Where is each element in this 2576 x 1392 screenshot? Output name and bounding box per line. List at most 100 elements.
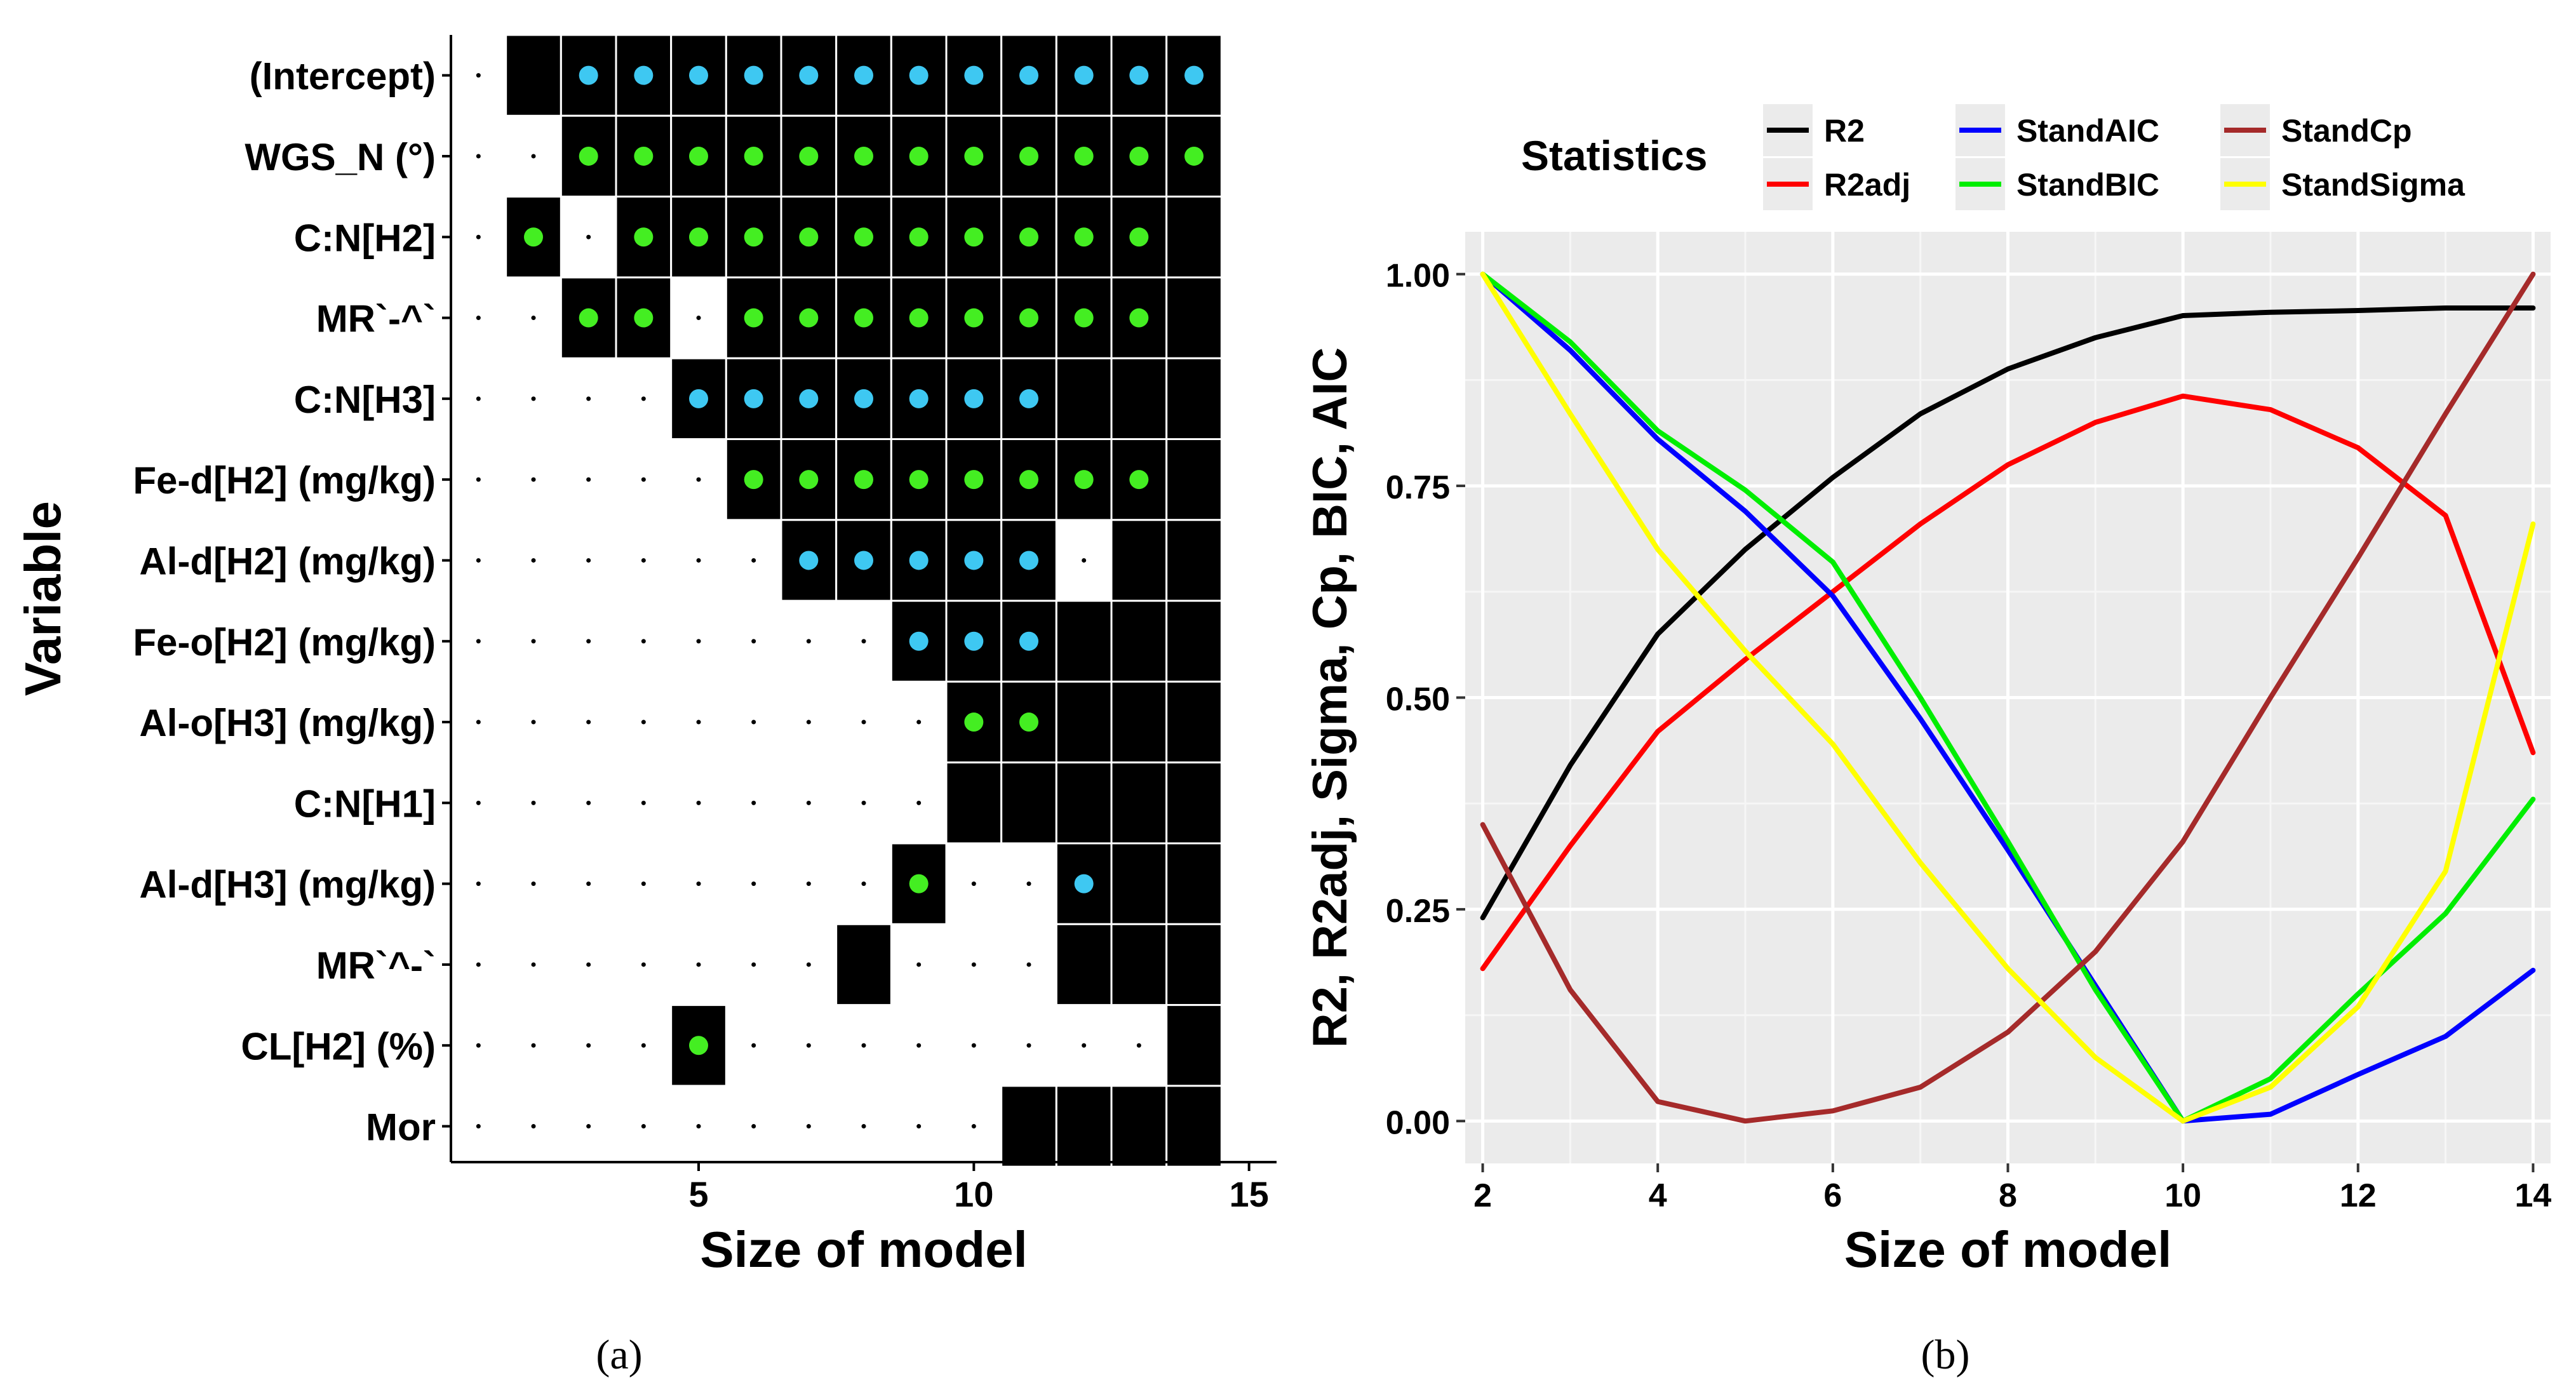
included-cell xyxy=(1110,842,1168,925)
y-tick-label: Fe-o[H2] (mg/kg) xyxy=(133,621,436,664)
marker xyxy=(854,389,873,408)
included-cell xyxy=(1165,276,1223,359)
included-cell xyxy=(1000,1085,1057,1168)
y-axis-title: R2, R2adj, Sigma, Cp, BIC, AIC xyxy=(1303,347,1357,1048)
marker xyxy=(854,65,873,85)
marker xyxy=(799,551,819,570)
marker xyxy=(854,227,873,247)
empty-dot xyxy=(586,477,591,482)
marker xyxy=(909,146,929,166)
legend-label: R2 xyxy=(1824,113,1865,149)
empty-dot xyxy=(861,719,866,725)
empty-dot xyxy=(1026,962,1031,967)
included-cell xyxy=(1055,357,1113,441)
marker xyxy=(634,227,654,247)
x-tick-label: 2 xyxy=(1473,1177,1492,1214)
empty-dot xyxy=(806,1043,811,1048)
marker xyxy=(1019,146,1038,166)
empty-dot xyxy=(641,639,646,644)
marker xyxy=(1129,227,1149,247)
empty-dot xyxy=(641,719,646,725)
marker xyxy=(1129,146,1149,166)
empty-dot xyxy=(586,639,591,644)
empty-dot xyxy=(806,1124,811,1129)
empty-dot xyxy=(751,962,756,967)
marker xyxy=(964,470,984,490)
empty-dot xyxy=(531,1043,536,1048)
y-tick-label: WGS_N (°) xyxy=(245,136,436,178)
marker xyxy=(854,146,873,166)
y-axis-title: Variable xyxy=(15,501,71,696)
included-cell xyxy=(1165,519,1223,602)
empty-dot xyxy=(476,73,481,78)
marker xyxy=(964,227,984,247)
marker xyxy=(689,227,708,247)
empty-dot xyxy=(751,719,756,725)
empty-dot xyxy=(476,316,481,321)
marker xyxy=(1019,713,1038,732)
empty-dot xyxy=(531,719,536,725)
empty-dot xyxy=(1082,1043,1087,1048)
empty-dot xyxy=(751,881,756,887)
empty-dot xyxy=(751,1124,756,1129)
empty-dot xyxy=(641,396,646,401)
panel-b: 0.00 0.25 0.50 0.75 1.00 2 4 6 8 10 12 14 Size of mo… xyxy=(1303,104,2551,1378)
empty-dot xyxy=(586,800,591,805)
marker xyxy=(579,308,598,328)
marker xyxy=(799,470,819,490)
included-cell xyxy=(1055,114,1113,198)
empty-dot xyxy=(696,316,701,321)
empty-dot xyxy=(696,558,701,563)
marker xyxy=(1019,551,1038,570)
empty-dot xyxy=(696,1124,701,1129)
marker xyxy=(689,389,708,408)
included-cell xyxy=(1000,761,1057,845)
included-cell xyxy=(1165,1085,1223,1168)
legend-label: StandBIC xyxy=(2016,167,2159,203)
marker xyxy=(1019,227,1038,247)
x-tick-label: 10 xyxy=(2164,1177,2201,1214)
empty-dot xyxy=(916,1124,922,1129)
included-cell xyxy=(1055,923,1113,1007)
marker xyxy=(964,389,984,408)
empty-dot xyxy=(531,962,536,967)
empty-dot xyxy=(696,719,701,725)
empty-dot xyxy=(476,1124,481,1129)
marker xyxy=(1184,65,1204,85)
included-cell xyxy=(615,114,673,198)
marker xyxy=(1019,470,1038,490)
empty-dot xyxy=(531,639,536,644)
y-tick-label: Al-o[H3] (mg/kg) xyxy=(139,702,436,744)
empty-dot xyxy=(696,962,701,967)
marker xyxy=(1074,146,1094,166)
marker xyxy=(744,65,763,85)
included-cell xyxy=(1165,438,1223,521)
empty-dot xyxy=(751,558,756,563)
marker xyxy=(1019,631,1038,651)
y-tick-label: Al-d[H2] (mg/kg) xyxy=(139,540,436,582)
empty-dot xyxy=(861,639,866,644)
series-line-standcp xyxy=(1480,271,2536,1124)
included-cell xyxy=(1110,1085,1168,1168)
included-cell xyxy=(1110,923,1168,1007)
empty-dot xyxy=(586,234,591,239)
included-cell xyxy=(1165,599,1223,683)
empty-dot xyxy=(531,154,536,159)
marker xyxy=(744,389,763,408)
y-tick-label: 1.00 xyxy=(1386,258,1450,295)
empty-dot xyxy=(586,1124,591,1129)
marker xyxy=(1019,389,1038,408)
included-cell xyxy=(945,761,1003,845)
legend-label: StandSigma xyxy=(2281,167,2465,203)
marker xyxy=(799,389,819,408)
marker xyxy=(799,65,819,85)
empty-dot xyxy=(476,881,481,887)
empty-dot xyxy=(476,719,481,725)
empty-dot xyxy=(806,639,811,644)
y-tick-label: C:N[H2] xyxy=(294,217,436,259)
marker xyxy=(1074,227,1094,247)
x-tick-label: 14 xyxy=(2515,1177,2552,1214)
empty-dot xyxy=(916,962,922,967)
empty-dot xyxy=(641,1043,646,1048)
series-line-standaic xyxy=(1480,271,2536,1124)
